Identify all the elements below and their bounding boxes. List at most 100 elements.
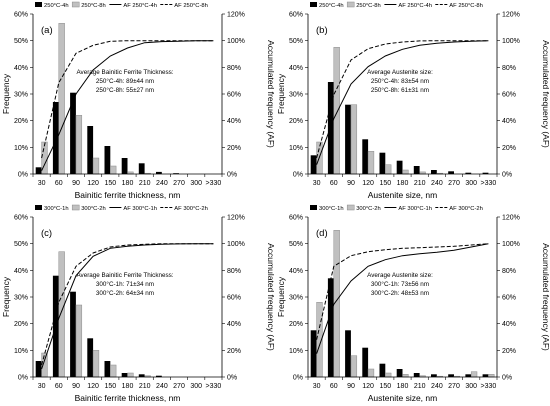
y2-axis-title: Accumulated frequency (AF) xyxy=(541,243,550,351)
x-tick-label: 90 xyxy=(72,383,80,390)
bar xyxy=(87,338,94,377)
bar xyxy=(396,160,403,174)
x-tick-label: 120 xyxy=(362,383,374,390)
bar xyxy=(350,355,358,378)
bar xyxy=(75,115,83,175)
af-line xyxy=(41,40,214,171)
x-tick-label: 90 xyxy=(347,180,355,187)
bar xyxy=(482,374,489,377)
y2-tick-label: 100% xyxy=(502,241,520,248)
bar xyxy=(75,304,83,378)
bar xyxy=(379,363,386,377)
bar xyxy=(92,157,100,175)
x-tick-label: 150 xyxy=(379,180,391,187)
y-tick-label: 60% xyxy=(289,215,303,222)
annotation-line: 300°C-2h: 64±34 nm xyxy=(96,289,154,297)
legend-label: AF 300°C-2h xyxy=(174,206,208,212)
af-line xyxy=(41,243,214,370)
bar xyxy=(367,151,375,175)
chart-svg-d: 0% 10% 20% 30% 40% 50% 60% 0% 20% 40% 60% 80% 100% 12… xyxy=(276,204,550,403)
x-tick-label: >330 xyxy=(206,180,222,187)
bar xyxy=(465,374,472,377)
bar xyxy=(465,172,472,174)
x-tick-label: 300 xyxy=(190,180,202,187)
bar xyxy=(470,371,478,378)
x-tick-label: 240 xyxy=(431,180,443,187)
bar xyxy=(110,165,117,175)
x-tick-label: 270 xyxy=(448,180,460,187)
bar xyxy=(362,347,369,377)
bar xyxy=(385,372,392,378)
legend-swatch xyxy=(71,204,80,211)
panel-label: (d) xyxy=(316,228,328,239)
y-tick-label: 50% xyxy=(289,38,303,45)
bar xyxy=(104,361,111,377)
x-tick-label: 60 xyxy=(330,180,338,187)
x-tick-label: 120 xyxy=(87,383,99,390)
x-axis-title: Bainitic ferrite thickness, nm xyxy=(75,190,181,200)
legend-swatch xyxy=(310,2,317,7)
y2-tick-label: 100% xyxy=(227,38,245,45)
y-tick-label: 10% xyxy=(289,348,303,355)
y2-tick-label: 100% xyxy=(227,241,245,248)
bar xyxy=(310,155,317,174)
panel-label: (a) xyxy=(41,25,53,36)
bar xyxy=(58,23,65,175)
bar xyxy=(396,369,403,377)
y2-tick-label: 20% xyxy=(227,348,241,355)
af-line xyxy=(316,243,489,354)
y2-tick-label: 40% xyxy=(502,321,516,328)
y2-tick-label: 40% xyxy=(502,118,516,125)
panel-label: (c) xyxy=(41,228,52,239)
x-tick-label: 270 xyxy=(173,383,185,390)
x-tick-label: 180 xyxy=(122,180,134,187)
x-tick-label: 60 xyxy=(55,180,63,187)
y-tick-label: 30% xyxy=(14,92,28,99)
y2-tick-label: 120% xyxy=(502,215,520,222)
y-tick-label: 10% xyxy=(14,348,28,355)
legend-label: AF 250°C-4h xyxy=(398,3,432,9)
bar xyxy=(448,171,454,174)
x-tick-label: 270 xyxy=(173,180,185,187)
y2-tick-label: 100% xyxy=(502,38,520,45)
y-tick-label: 10% xyxy=(14,145,28,152)
y-tick-label: 50% xyxy=(289,241,303,248)
legend-label: 300°C-2h xyxy=(356,206,381,212)
legend-swatch xyxy=(35,205,42,210)
x-tick-label: 150 xyxy=(104,180,116,187)
y-tick-label: 30% xyxy=(14,295,28,302)
x-tick-label: 30 xyxy=(38,180,46,187)
bar xyxy=(310,330,317,377)
legend-label: 300°C-1h xyxy=(44,206,69,212)
legend-label: AF 250°C-8h xyxy=(174,3,208,9)
y-tick-label: 60% xyxy=(14,215,28,222)
bar xyxy=(350,104,358,175)
y2-tick-label: 120% xyxy=(227,215,245,222)
y2-tick-label: 0% xyxy=(227,172,237,179)
x-tick-label: 240 xyxy=(431,383,443,390)
x-tick-label: 210 xyxy=(414,383,426,390)
bar xyxy=(87,126,94,174)
x-tick-label: 300 xyxy=(190,383,202,390)
x-tick-label: 90 xyxy=(347,383,355,390)
y-axis-title: Frequency xyxy=(276,276,286,317)
annotation-line: 300°C-1h: 73±56 nm xyxy=(371,280,429,288)
x-tick-label: >330 xyxy=(481,383,497,390)
bar xyxy=(138,374,145,377)
af-line xyxy=(41,243,214,366)
bar xyxy=(156,171,162,174)
y-tick-label: 40% xyxy=(14,65,28,72)
bar xyxy=(327,278,334,377)
annotation-line: Average Bainitic Ferrite Thickness: xyxy=(76,69,173,76)
x-tick-label: 300 xyxy=(465,383,477,390)
chart-svg-c: 0% 10% 20% 30% 40% 50% 60% 0% 20% 40% 60% 80% 100% 12… xyxy=(1,204,275,403)
bar xyxy=(379,152,386,174)
x-tick-label: >330 xyxy=(206,383,222,390)
x-tick-label: 30 xyxy=(38,383,46,390)
panel-label: (b) xyxy=(316,25,328,36)
y-tick-label: 50% xyxy=(14,241,28,248)
y2-tick-label: 80% xyxy=(502,268,516,275)
bar xyxy=(402,169,409,175)
bar xyxy=(156,375,162,377)
bar xyxy=(345,104,351,174)
